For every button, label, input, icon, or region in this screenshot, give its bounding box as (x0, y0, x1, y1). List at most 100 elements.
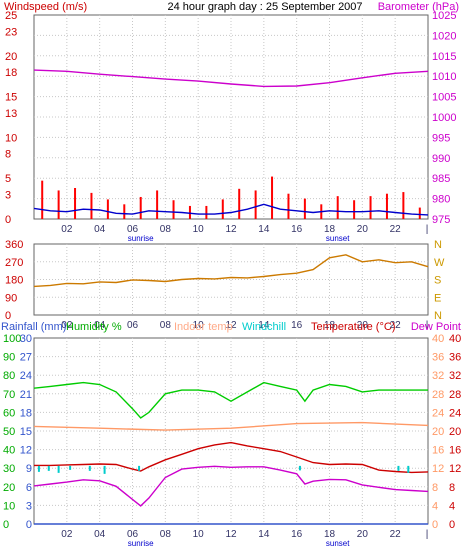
chart1-sunset-label: sunset (326, 234, 350, 243)
humidity-tick-label: 100 (3, 333, 21, 345)
chart3-x-tick-label: 22 (390, 529, 402, 540)
chart1-left-tick-label: 23 (5, 26, 17, 38)
rainfall-tick-label: 15 (20, 426, 32, 438)
chart2-x-tick-label: 08 (160, 320, 172, 331)
chart2-left-tick-label: 90 (5, 292, 17, 304)
chart1-left-tick-label: 20 (5, 51, 17, 63)
rainfall-tick-label: 18 (20, 407, 32, 419)
chart2-x-tick-label: 22 (390, 320, 402, 331)
temperature-tick-label: 40 (449, 333, 461, 345)
windspeed-line (33, 203, 429, 216)
chart3-x-tick-label: 02 (61, 529, 73, 540)
chart1-right-tick-label: 1020 (432, 30, 456, 42)
chart2-x-tick-label: 14 (258, 320, 270, 331)
indoor-temp-line (33, 421, 429, 431)
chart1-sunrise-label: sunrise (128, 234, 154, 243)
chart2-compass-label: S (434, 275, 441, 287)
chart2-compass-label: N (434, 239, 442, 251)
chart2-x-tick-label: 20 (357, 320, 369, 331)
chart3-x-tick-label: 14 (258, 529, 270, 540)
humidity-tick-label: 0 (3, 519, 9, 531)
chart2-left-tick-label: 0 (5, 310, 11, 322)
chart1-right-tick-label: 980 (432, 194, 450, 206)
temperature-tick-label: 4 (449, 500, 455, 512)
indoor-temp-tick-label: 28 (432, 389, 444, 401)
indoor-temp-tick-label: 16 (432, 445, 444, 457)
chart2-x-end-tick: | (426, 320, 429, 331)
chart1-left-tick-label: 18 (5, 67, 17, 79)
chart1-x-tick-label: 06 (127, 224, 139, 235)
chart1-x-tick-label: 08 (160, 224, 172, 235)
chart2-x-tick-label: 12 (225, 320, 237, 331)
temperature-tick-label: 12 (449, 463, 461, 475)
rainfall-tick-label: 30 (20, 333, 32, 345)
rainfall-tick-label: 0 (26, 519, 32, 531)
humidity-tick-label: 30 (3, 463, 15, 475)
chart2-compass-label: E (434, 292, 441, 304)
indoor-temp-tick-label: 36 (432, 352, 444, 364)
humidity-tick-label: 10 (3, 500, 15, 512)
chart2-left-tick-label: 360 (5, 239, 23, 251)
chart1-left-axis-label: Windspeed (m/s) (4, 1, 87, 13)
indoor-temp-tick-label: 4 (432, 500, 438, 512)
chart2-x-tick-label: 16 (291, 320, 303, 331)
indoor-temp-tick-label: 12 (432, 463, 444, 475)
chart2-x-tick-label: 04 (94, 320, 106, 331)
chart3-legend-label: Windchill (242, 321, 286, 333)
dew-point-line (33, 465, 429, 507)
humidity-tick-label: 20 (3, 482, 15, 494)
rainfall-tick-label: 3 (26, 500, 32, 512)
chart3-x-tick-label: 06 (127, 529, 139, 540)
chart1-left-tick-label: 25 (5, 10, 17, 22)
chart3-sunset-label: sunset (326, 539, 350, 548)
chart1-x-tick-label: 02 (61, 224, 73, 235)
rainfall-tick-label: 24 (20, 370, 32, 382)
chart1-right-tick-label: 1000 (432, 112, 456, 124)
chart1-left-tick-label: 10 (5, 132, 17, 144)
chart2-compass-label: W (434, 257, 445, 269)
chart3-x-end-tick: | (426, 529, 429, 540)
humidity-tick-label: 90 (3, 352, 15, 364)
chart1-x-tick-label: 18 (324, 224, 336, 235)
chart1-x-tick-label: 10 (193, 224, 205, 235)
chart3-x-tick-label: 12 (225, 529, 237, 540)
chart3-legend-label: Humidity % (66, 321, 122, 333)
temperature-c-line (34, 441, 429, 474)
chart3-legend-label: Indoor temp (174, 321, 233, 333)
chart3-legend-label: Temperature (°C) (311, 321, 395, 333)
rainfall-tick-label: 6 (26, 482, 32, 494)
chart1-x-tick-label: 14 (258, 224, 270, 235)
chart2-x-tick-label: 18 (324, 320, 336, 331)
chart3-x-tick-label: 04 (94, 529, 106, 540)
chart3-legend-label: Rainfall (mm) (1, 321, 66, 333)
chart1-left-tick-label: 15 (5, 92, 17, 104)
temperature-tick-label: 28 (449, 389, 461, 401)
chart1-right-tick-label: 1005 (432, 92, 456, 104)
rainfall-tick-label: 21 (20, 389, 32, 401)
chart1-right-tick-label: 990 (432, 153, 450, 165)
temperature-tick-label: 16 (449, 445, 461, 457)
indoor-temp-tick-label: 24 (432, 407, 444, 419)
chart3-x-tick-label: 16 (291, 529, 303, 540)
chart1-x-tick-label: 12 (225, 224, 237, 235)
chart1-right-tick-label: 995 (432, 132, 450, 144)
chart1-x-end-tick: | (426, 224, 429, 235)
chart1-left-tick-label: 8 (5, 149, 11, 161)
chart3-x-tick-label: 10 (193, 529, 205, 540)
chart1-x-tick-label: 04 (94, 224, 106, 235)
chart3-x-tick-label: 20 (357, 529, 369, 540)
chart1-right-tick-label: 1015 (432, 51, 456, 63)
chart1-left-tick-label: 3 (5, 190, 11, 202)
chart2-left-tick-label: 180 (5, 275, 23, 287)
humidity-tick-label: 60 (3, 407, 15, 419)
rainfall-tick-label: 12 (20, 445, 32, 457)
chart3-sunrise-label: sunrise (128, 539, 154, 548)
indoor-temp-tick-label: 32 (432, 370, 444, 382)
wind-direction-line (33, 254, 429, 288)
chart1-right-tick-label: 985 (432, 173, 450, 185)
chart1-left-tick-label: 0 (5, 214, 11, 226)
humidity-tick-label: 70 (3, 389, 15, 401)
chart1-x-tick-label: 20 (357, 224, 369, 235)
